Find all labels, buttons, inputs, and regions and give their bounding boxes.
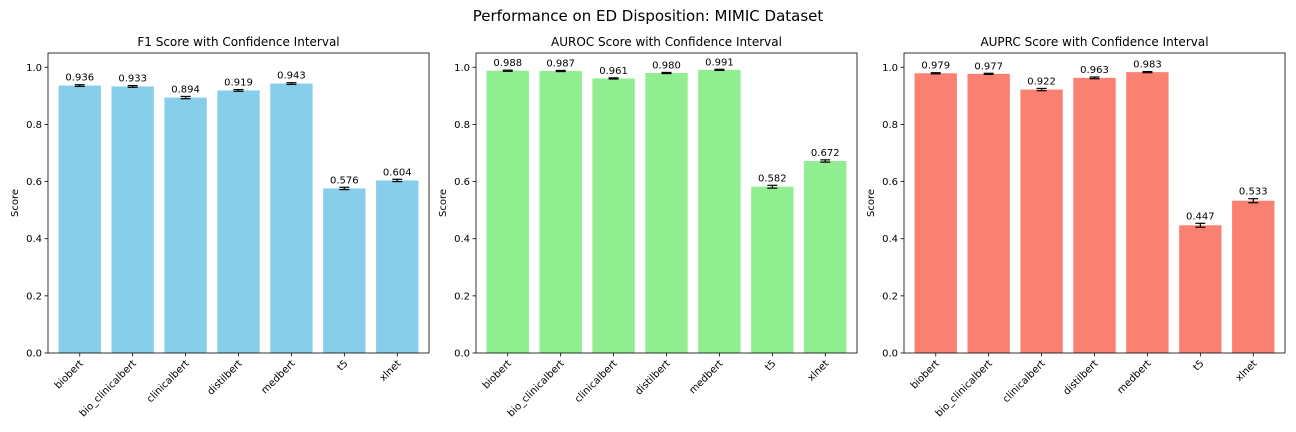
data-label: 0.582 bbox=[758, 173, 787, 184]
y-tick-label: 0.2 bbox=[26, 291, 42, 302]
bar-bio_clinicalbert bbox=[967, 73, 1010, 353]
x-tick-label: bio_clinicalbert bbox=[506, 358, 567, 419]
bar-distilbert bbox=[645, 73, 688, 353]
y-tick-label: 0.6 bbox=[882, 177, 898, 188]
axes-frame bbox=[903, 52, 1286, 354]
y-tick-label: 0.4 bbox=[454, 234, 470, 245]
x-tick-label: xlnet bbox=[378, 358, 404, 384]
x-tick-label: t5 bbox=[1191, 358, 1206, 373]
x-tick-label: medbert bbox=[260, 358, 298, 396]
x-tick-label: clinicalbert bbox=[1001, 358, 1048, 405]
data-label: 0.922 bbox=[1027, 76, 1056, 87]
data-label: 0.894 bbox=[171, 84, 200, 95]
bar-medbert bbox=[1126, 72, 1169, 354]
chart-title: F1 Score with Confidence Interval bbox=[137, 35, 339, 49]
bar-clinicalbert bbox=[592, 78, 635, 353]
data-label: 0.533 bbox=[1239, 187, 1268, 198]
x-tick-label: biobert bbox=[909, 358, 942, 391]
axes-frame bbox=[47, 52, 430, 354]
x-tick-label: distilbert bbox=[1061, 358, 1100, 397]
y-axis-label: Score bbox=[866, 189, 877, 217]
x-tick-label: bio_clinicalbert bbox=[78, 358, 139, 419]
chart-title: AUPRC Score with Confidence Interval bbox=[980, 35, 1208, 49]
y-tick-label: 0.6 bbox=[454, 177, 470, 188]
data-label: 0.933 bbox=[118, 74, 147, 85]
data-label: 0.963 bbox=[1080, 65, 1109, 76]
data-label: 0.447 bbox=[1186, 211, 1215, 222]
chart-title: AUROC Score with Confidence Interval bbox=[551, 35, 782, 49]
bar-xlnet bbox=[1232, 200, 1275, 353]
bar-biobert bbox=[486, 70, 529, 353]
bar-medbert bbox=[270, 83, 313, 354]
x-tick-label: medbert bbox=[1116, 358, 1154, 396]
x-tick-label: clinicalbert bbox=[573, 358, 620, 405]
data-label: 0.604 bbox=[383, 167, 412, 178]
data-label: 0.943 bbox=[277, 71, 306, 82]
y-tick-label: 0.0 bbox=[882, 349, 898, 360]
bar-bio_clinicalbert bbox=[539, 71, 582, 353]
bar-distilbert bbox=[217, 90, 260, 353]
y-tick-label: 1.0 bbox=[882, 63, 898, 74]
bar-clinicalbert bbox=[164, 97, 207, 353]
chart-auroc: AUROC Score with Confidence Interval Scor… bbox=[438, 35, 858, 419]
y-axis-label: Score bbox=[438, 189, 449, 217]
data-label: 0.980 bbox=[652, 60, 681, 71]
x-tick-label: t5 bbox=[763, 358, 778, 373]
bar-t5 bbox=[323, 188, 366, 353]
data-label: 0.961 bbox=[599, 66, 628, 77]
y-tick-label: 0.0 bbox=[454, 349, 470, 360]
data-label: 0.977 bbox=[974, 61, 1003, 72]
data-label: 0.983 bbox=[1133, 60, 1162, 71]
y-tick-label: 0.2 bbox=[882, 291, 898, 302]
x-tick-label: biobert bbox=[53, 358, 86, 391]
x-tick-label: medbert bbox=[688, 358, 726, 396]
bar-distilbert bbox=[1073, 77, 1116, 353]
bar-t5 bbox=[1179, 225, 1222, 353]
y-tick-label: 1.0 bbox=[26, 63, 42, 74]
data-label: 0.988 bbox=[493, 58, 522, 69]
data-label: 0.936 bbox=[65, 73, 94, 84]
y-tick-label: 1.0 bbox=[454, 63, 470, 74]
y-tick-label: 0.4 bbox=[882, 234, 898, 245]
figure-title: Performance on ED Disposition: MIMIC Dat… bbox=[473, 7, 824, 25]
x-tick-label: distilbert bbox=[205, 358, 244, 397]
data-label: 0.979 bbox=[921, 61, 950, 72]
y-tick-label: 0.8 bbox=[882, 120, 898, 131]
x-tick-label: xlnet bbox=[806, 358, 832, 384]
y-tick-label: 0.6 bbox=[26, 177, 42, 188]
axes-frame bbox=[475, 52, 858, 354]
data-label: 0.576 bbox=[330, 175, 359, 186]
chart-f1: F1 Score with Confidence Interval Score 0.… bbox=[10, 35, 430, 419]
y-tick-label: 0.8 bbox=[26, 120, 42, 131]
data-label: 0.672 bbox=[811, 148, 840, 159]
x-tick-label: biobert bbox=[481, 358, 514, 391]
bar-medbert bbox=[698, 69, 741, 353]
bar-clinicalbert bbox=[1020, 89, 1063, 354]
x-tick-label: xlnet bbox=[1234, 358, 1260, 384]
bar-bio_clinicalbert bbox=[111, 86, 154, 353]
bar-xlnet bbox=[376, 180, 419, 353]
x-tick-label: t5 bbox=[335, 358, 350, 373]
bar-biobert bbox=[914, 73, 957, 354]
data-label: 0.919 bbox=[224, 78, 253, 89]
y-tick-label: 0.8 bbox=[454, 120, 470, 131]
y-tick-label: 0.4 bbox=[26, 234, 42, 245]
y-tick-label: 0.2 bbox=[454, 291, 470, 302]
data-label: 0.991 bbox=[705, 57, 734, 68]
data-label: 0.987 bbox=[546, 58, 575, 69]
bar-xlnet bbox=[804, 161, 847, 353]
y-tick-label: 0.0 bbox=[26, 349, 42, 360]
y-axis-label: Score bbox=[10, 189, 21, 217]
chart-auprc: AUPRC Score with Confidence Interval Scor… bbox=[866, 35, 1286, 419]
x-tick-label: clinicalbert bbox=[145, 358, 192, 405]
x-tick-label: bio_clinicalbert bbox=[934, 358, 995, 419]
x-tick-label: distilbert bbox=[633, 358, 672, 397]
bar-t5 bbox=[751, 186, 794, 353]
bar-biobert bbox=[58, 85, 101, 354]
